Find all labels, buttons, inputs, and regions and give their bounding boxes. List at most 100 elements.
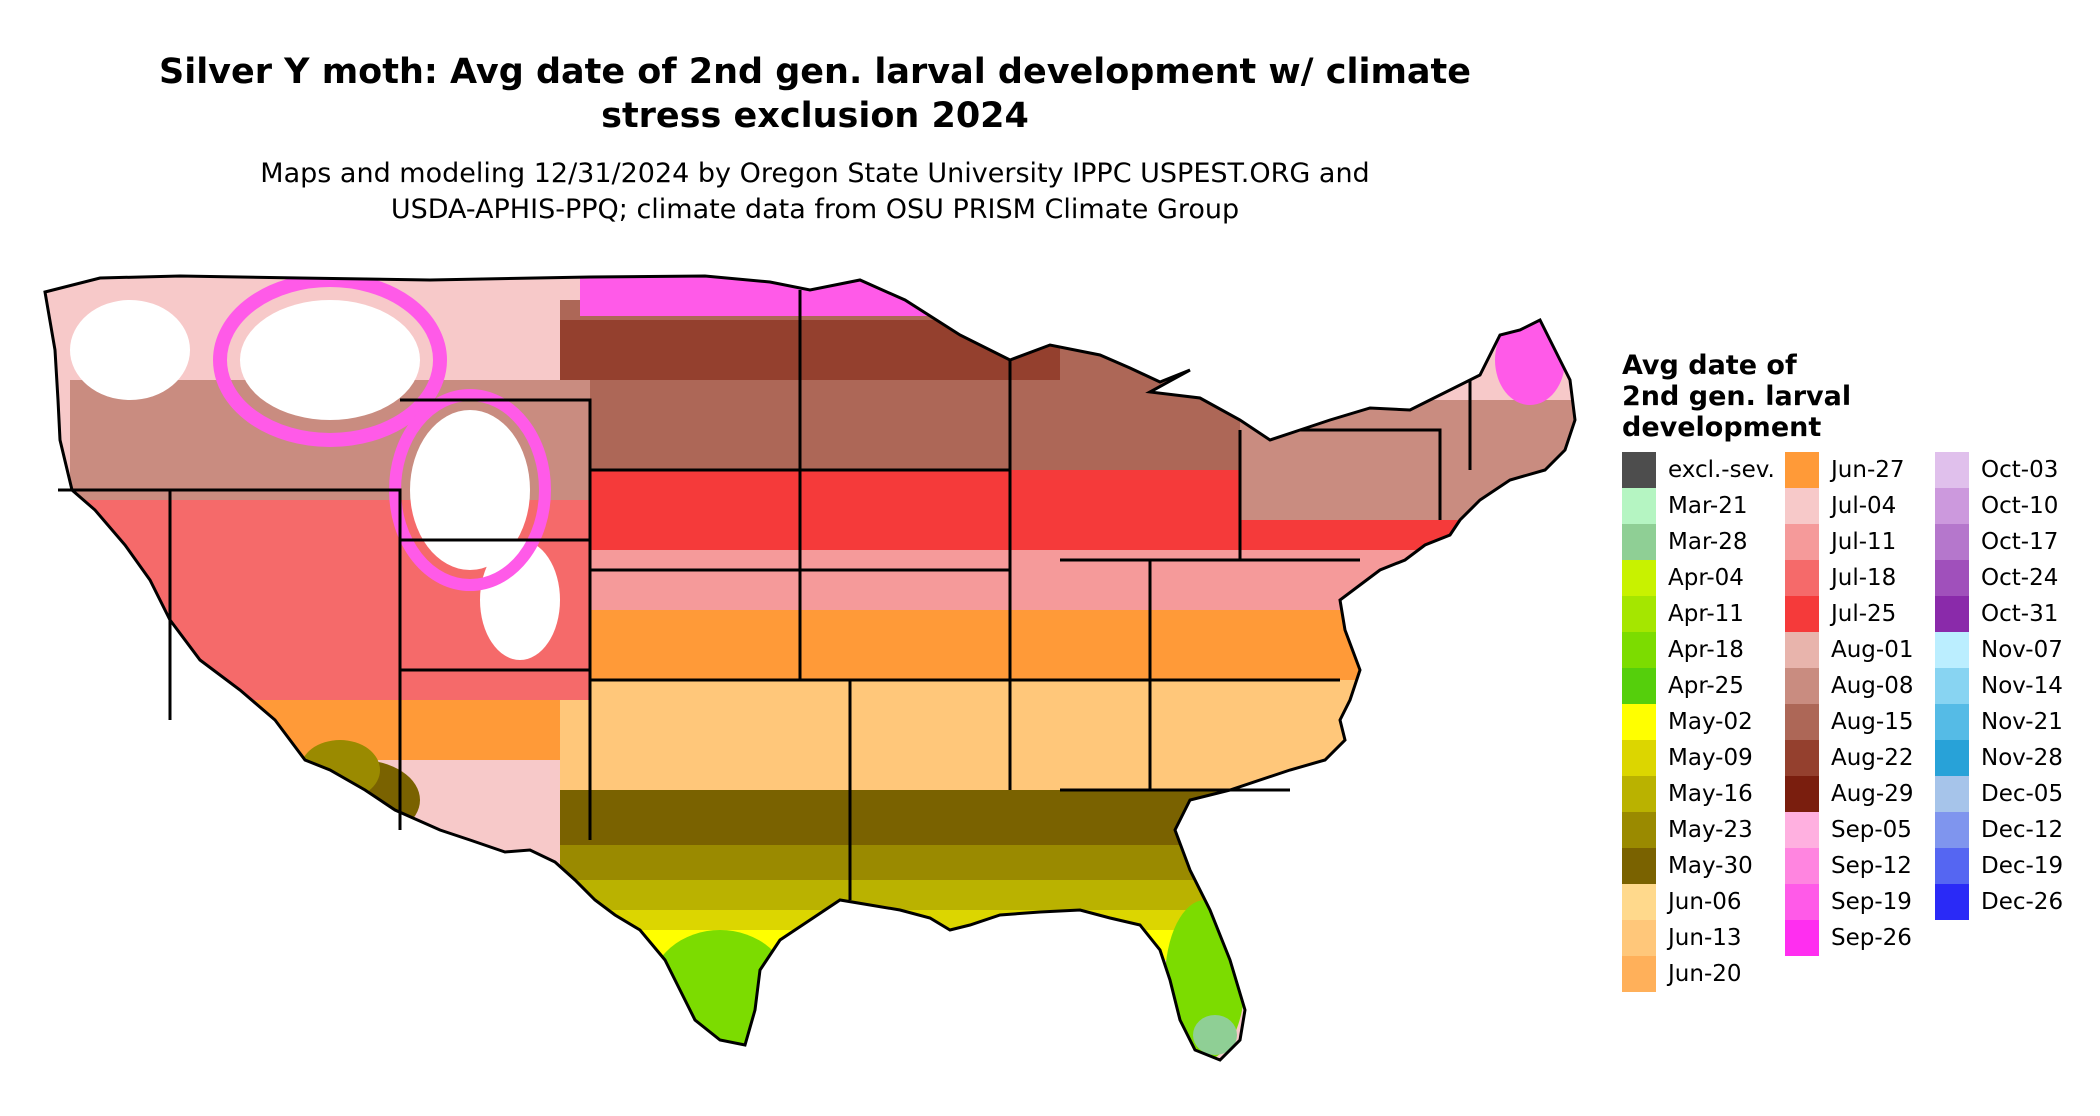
legend-label: Sep-12 [1831,853,1912,879]
legend-label: Jun-06 [1668,889,1742,915]
legend-swatch [1785,452,1819,488]
legend-swatch [1785,632,1819,668]
legend-swatch [1935,524,1969,560]
legend-label: Aug-29 [1831,781,1914,807]
legend-label: Jul-04 [1831,493,1897,519]
region-northern-dark [560,320,1060,380]
legend-label: Dec-26 [1981,889,2064,915]
legend-swatch [1785,704,1819,740]
legend-swatch [1622,956,1656,992]
legend-title: Avg date of 2nd gen. larval development [1622,350,1851,443]
legend-label: Sep-05 [1831,817,1912,843]
legend-label: Sep-26 [1831,925,1912,951]
legend-title-line: 2nd gen. larval [1622,381,1852,412]
legend-label: Apr-18 [1668,637,1744,663]
legend-swatch [1785,776,1819,812]
legend-swatch [1622,560,1656,596]
map-subtitle-line-2: USDA-APHIS-PPQ; climate data from OSU PR… [390,194,1240,225]
legend-label: Jul-18 [1831,565,1897,591]
legend-swatch [1935,812,1969,848]
region-florida-tip [1193,1015,1237,1055]
region-excluded-wyoming [410,410,530,570]
legend-label: Nov-28 [1981,745,2063,771]
legend-swatch [1622,524,1656,560]
legend-title-line: development [1622,412,1822,443]
map-title: Silver Y moth: Avg date of 2nd gen. larv… [0,50,1630,138]
legend-label: Aug-08 [1831,673,1914,699]
map-title-line-2: stress exclusion 2024 [601,96,1029,136]
legend-swatch [1785,884,1819,920]
legend-label: Dec-12 [1981,817,2064,843]
legend-swatch [1935,776,1969,812]
legend-label: Oct-03 [1981,457,2059,483]
legend-label: May-02 [1668,709,1753,735]
legend-swatch [1935,884,1969,920]
legend-label: Apr-04 [1668,565,1744,591]
legend-label: Nov-14 [1981,673,2063,699]
legend-label: Jul-11 [1831,529,1897,555]
legend-swatch [1785,596,1819,632]
legend-swatch [1785,812,1819,848]
legend-title-line: Avg date of [1622,350,1797,381]
legend-label: Aug-15 [1831,709,1914,735]
legend-swatch [1622,776,1656,812]
legend-swatch [1935,632,1969,668]
legend-swatch [1622,596,1656,632]
legend-swatch [1622,884,1656,920]
region-northeast-brown [1240,400,1575,520]
legend-label: Oct-24 [1981,565,2059,591]
legend-swatch [1622,740,1656,776]
legend-label: Nov-07 [1981,637,2063,663]
legend-swatch [1622,920,1656,956]
legend-swatch [1935,596,1969,632]
legend-swatch [1785,560,1819,596]
legend-swatch [1622,632,1656,668]
legend-swatch [1935,560,1969,596]
region-texas-coast [650,930,790,1050]
legend-label: Oct-31 [1981,601,2059,627]
legend-label: Mar-21 [1668,493,1748,519]
legend-label: May-16 [1668,781,1753,807]
legend-label: Jun-20 [1668,961,1742,987]
region-excluded-colorado [480,540,560,660]
region-excluded-nw [70,300,190,400]
legend-label: Oct-10 [1981,493,2059,519]
legend-swatch [1935,740,1969,776]
region-jun-light-belt [560,680,1360,790]
legend-label: Apr-25 [1668,673,1744,699]
legend-swatch [1935,704,1969,740]
legend-swatch [1935,848,1969,884]
legend-swatch [1935,452,1969,488]
map-title-line-1: Silver Y moth: Avg date of 2nd gen. larv… [158,52,1472,92]
legend-label: Nov-21 [1981,709,2063,735]
legend-swatch [1785,524,1819,560]
region-excluded-sev [314,788,346,812]
legend-swatch [1622,452,1656,488]
legend-label: Dec-19 [1981,853,2064,879]
legend-label: Jun-13 [1668,925,1742,951]
legend-swatch [1622,812,1656,848]
legend-swatch [1622,704,1656,740]
legend-label: Dec-05 [1981,781,2064,807]
legend-swatch [1622,488,1656,524]
legend-swatch [1785,668,1819,704]
legend-label: May-09 [1668,745,1753,771]
map-subtitle: Maps and modeling 12/31/2024 by Oregon S… [0,156,1630,228]
legend-swatch [1622,848,1656,884]
legend-label: Jun-27 [1831,457,1905,483]
region-maine-magenta [1495,315,1565,405]
legend-label: Jul-25 [1831,601,1897,627]
legend-label: Sep-19 [1831,889,1912,915]
region-excluded-idaho [240,300,420,420]
legend-swatch [1785,848,1819,884]
legend-swatch [1935,668,1969,704]
region-magenta-idaho [213,276,447,447]
legend-label: Mar-28 [1668,529,1748,555]
legend-label: excl.-sev. [1668,457,1775,483]
legend-swatch [1785,920,1819,956]
legend-swatch [1785,740,1819,776]
legend-swatch [1785,488,1819,524]
region-north-border-magenta [580,276,1180,316]
legend-label: May-23 [1668,817,1753,843]
